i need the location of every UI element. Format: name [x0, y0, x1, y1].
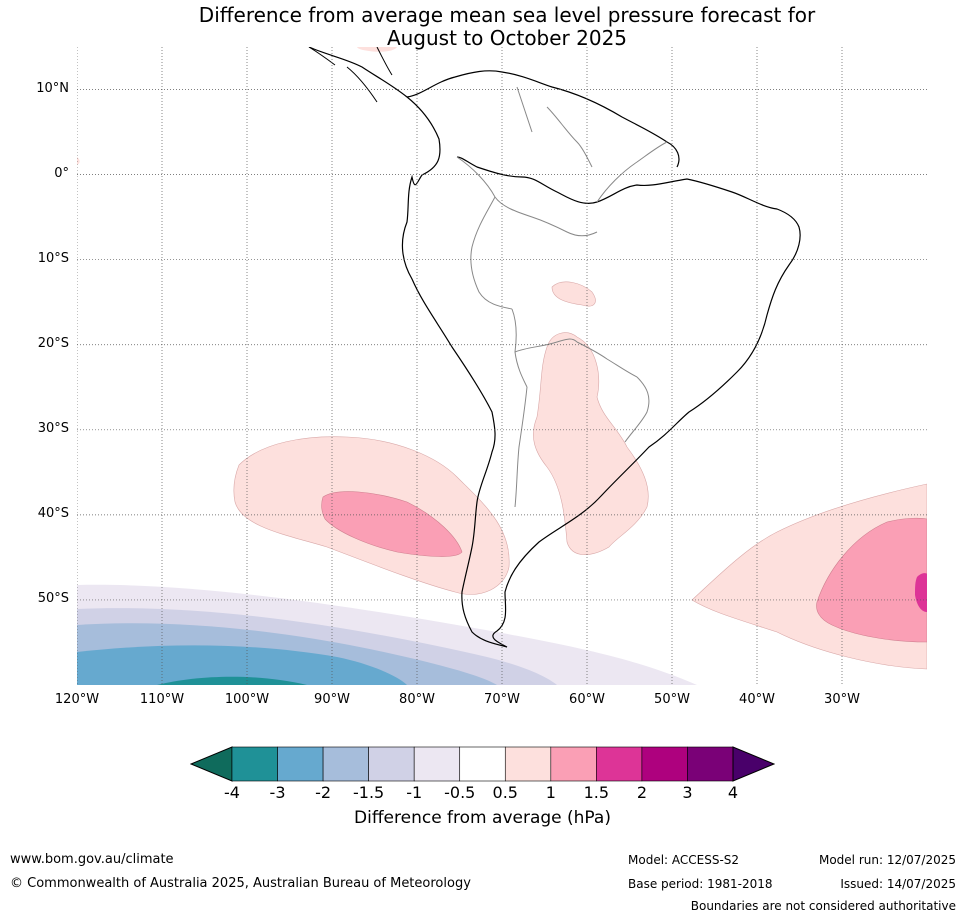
gridlines [77, 47, 927, 685]
colorbar-segment [413, 746, 461, 782]
colorbar-segment [596, 746, 643, 782]
anomaly-band-minus-2 [77, 645, 407, 685]
colorbar-tick-label: 0.5 [492, 783, 518, 802]
colorbar-extend-high [732, 746, 775, 782]
lon-label: 50°W [654, 692, 690, 707]
central-america-coastline [308, 47, 393, 103]
colorbar-tick-label: 1 [545, 783, 556, 802]
lon-label: 100°W [224, 692, 270, 707]
footer-disclaimer: Boundaries are not considered authoritat… [690, 899, 956, 913]
lon-label: 40°W [739, 692, 775, 707]
colorbar-segment [231, 746, 278, 782]
colorbar-segment [459, 746, 506, 782]
lat-label: 40°S [37, 505, 69, 521]
colorbar-segment [368, 746, 415, 782]
colorbar-tick-label: 1.5 [583, 783, 610, 802]
map-title: Difference from average mean sea level p… [0, 4, 965, 50]
colorbar [190, 746, 775, 782]
lat-label: 30°S [37, 420, 69, 436]
lon-label: 70°W [484, 692, 520, 707]
footer-model: Model: ACCESS-S2 [628, 853, 740, 867]
colorbar-segment [687, 746, 734, 782]
anomaly-land-0.5-north [551, 281, 596, 307]
lat-label: 0° [54, 165, 69, 181]
anomaly-west-edge-0.5 [77, 157, 80, 165]
anomaly-pacific-1 [321, 491, 463, 557]
footer-website: www.bom.gov.au/climate [10, 852, 174, 867]
colorbar-tick-label: -0.5 [444, 783, 476, 802]
country-boundaries [456, 86, 668, 508]
anomaly-land-0.5-central [533, 332, 649, 555]
lat-label: 10°N [36, 80, 69, 96]
colorbar-segment [641, 746, 688, 782]
colorbar-label: Difference from average (hPa) [354, 808, 611, 828]
colorbar-tick-label: -3 [269, 783, 286, 802]
anomaly-atlantic-1.5 [915, 573, 927, 612]
anomaly-atlantic-1 [816, 517, 927, 643]
lon-label: 110°W [139, 692, 185, 707]
footer-base-period: Base period: 1981-2018 [628, 877, 773, 891]
lat-label: 20°S [37, 335, 69, 351]
colorbar-tick-label: -1.5 [353, 783, 385, 802]
colorbar-segment [322, 746, 369, 782]
lat-label: 10°S [37, 250, 69, 266]
forecast-map [77, 47, 927, 685]
footer-copyright: © Commonwealth of Australia 2025, Austra… [10, 876, 471, 891]
colorbar-tick-label: -4 [224, 783, 240, 802]
colorbar-tick-label: -2 [315, 783, 332, 802]
colorbar-tick-label: -1 [406, 783, 423, 802]
colorbar-segment [504, 746, 552, 782]
title-line-2: August to October 2025 [386, 26, 628, 50]
title-line-1: Difference from average mean sea level p… [198, 3, 816, 27]
anomaly-caribbean-0.5 [357, 47, 397, 52]
colorbar-extend-low [190, 746, 233, 782]
footer-model-run: Model run: 12/07/2025 [818, 853, 956, 867]
anomaly-band-minus-3 [157, 676, 307, 685]
lon-label: 60°W [569, 692, 605, 707]
colorbar-segment [550, 746, 597, 782]
colorbar-tick-label: 4 [727, 783, 739, 802]
south-america-coastline [308, 47, 801, 648]
colorbar-segment [277, 746, 324, 782]
lat-label: 50°S [37, 590, 69, 606]
lon-label: 90°W [314, 692, 350, 707]
lon-label: 120°W [54, 692, 100, 707]
south-america-north-coast [406, 70, 680, 168]
lon-label: 80°W [399, 692, 435, 707]
footer-issued: Issued: 14/07/2025 [840, 877, 956, 891]
lon-label: 30°W [824, 692, 860, 707]
colorbar-tick-label: 2 [636, 783, 647, 802]
colorbar-tick-label: 3 [682, 783, 693, 802]
